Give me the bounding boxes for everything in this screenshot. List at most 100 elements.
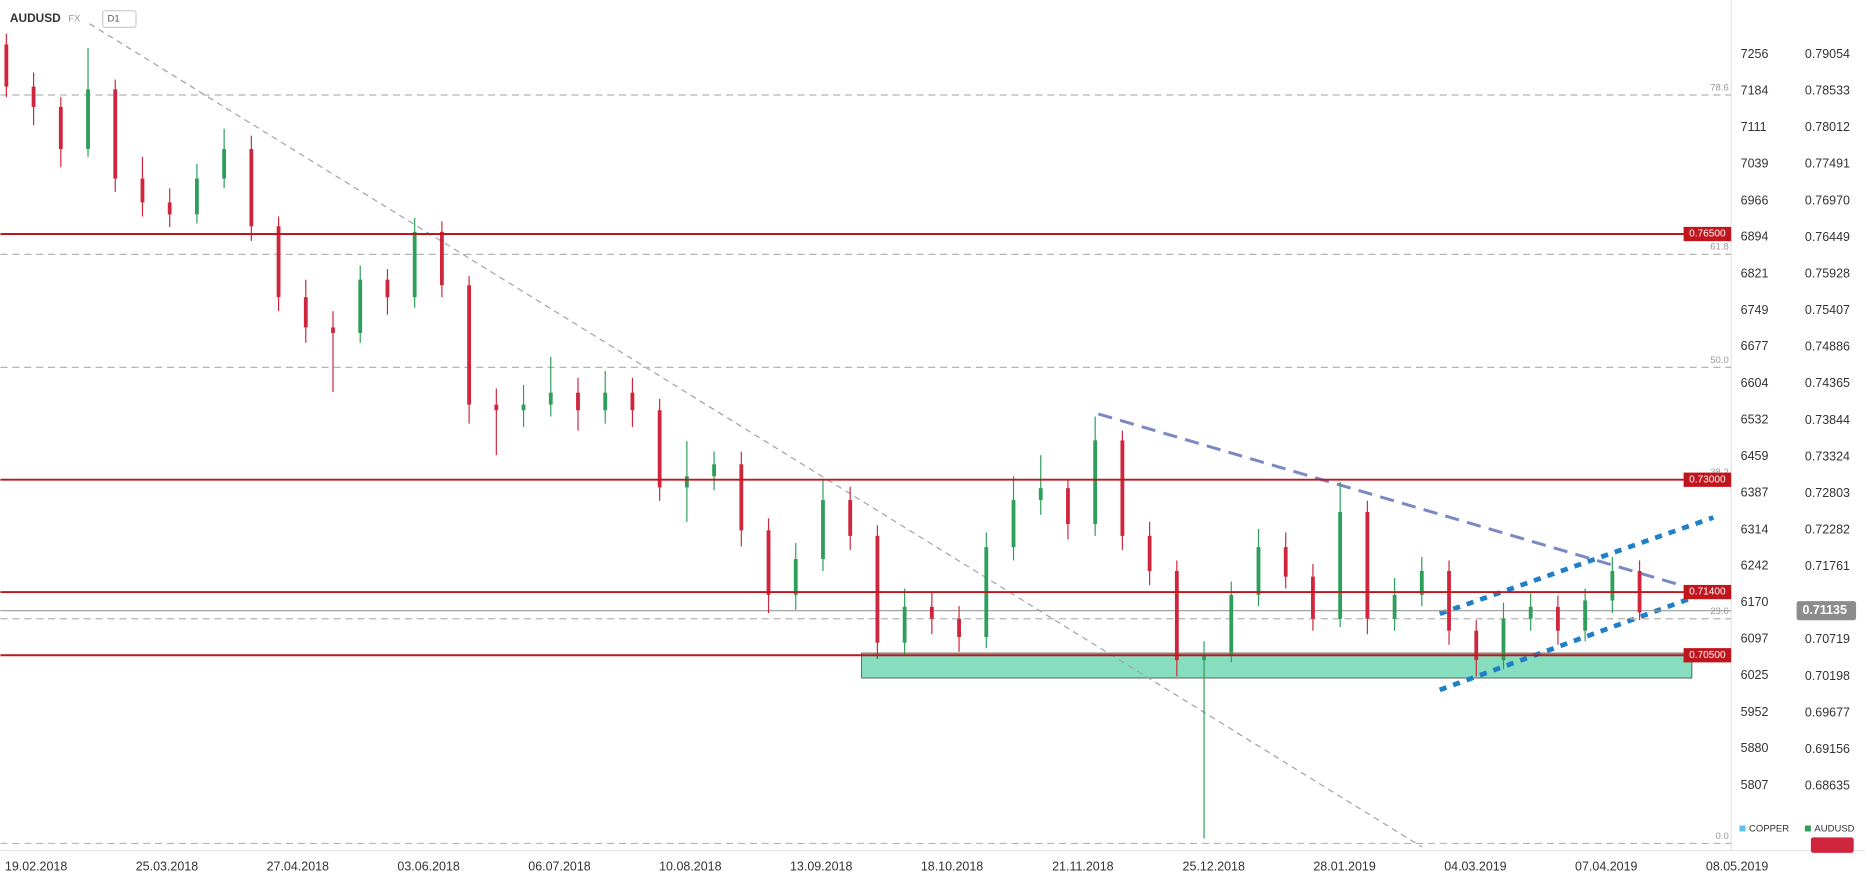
symbol[interactable]: AUDUSD [10, 11, 61, 25]
candle-body [1038, 488, 1043, 501]
candle-body [848, 500, 853, 536]
x-tick-label: 06.07.2018 [528, 859, 590, 873]
y2-tick-label: 6966 [1741, 193, 1769, 207]
y-tick-label: 0.70719 [1805, 632, 1850, 646]
interval-box[interactable] [102, 10, 137, 28]
level-box [1683, 648, 1732, 663]
fib-label: 78.6 [1710, 82, 1728, 93]
candle-body [875, 535, 880, 643]
candle-body [1528, 606, 1533, 619]
y2-tick-label: 6894 [1741, 230, 1769, 244]
candle-body [793, 559, 798, 595]
candle-body [1338, 512, 1343, 619]
legend-swatch [1804, 825, 1811, 832]
candle-body [684, 476, 689, 488]
current-price-label: 0.71135 [1803, 603, 1847, 617]
candle-body [167, 202, 172, 215]
candle-body [412, 231, 417, 298]
y-tick-label: 0.79054 [1805, 47, 1850, 61]
candle-body [1556, 606, 1560, 631]
candle-body [439, 231, 444, 286]
candle-body [821, 500, 825, 560]
candle-body [4, 44, 9, 87]
y2-tick-label: 6677 [1741, 339, 1769, 353]
x-tick-label: 27.04.2018 [267, 859, 329, 873]
candle-body [603, 392, 608, 411]
legend-label[interactable]: AUDUSD [1814, 824, 1854, 835]
x-tick-label: 19.02.2018 [5, 859, 67, 873]
y-tick-label: 0.68635 [1805, 778, 1850, 792]
candle-body [1419, 571, 1424, 595]
y2-tick-label: 7256 [1741, 47, 1769, 61]
candle-body [902, 606, 907, 643]
level-label: 0.76500 [1689, 229, 1726, 240]
y-tick-label: 0.72803 [1805, 486, 1850, 500]
candle-body [276, 226, 281, 298]
trend-line [89, 23, 1423, 848]
candle-body [195, 178, 199, 215]
market[interactable]: FX [68, 14, 81, 25]
candle-body [1147, 535, 1152, 572]
y-tick-label: 0.69677 [1805, 705, 1850, 719]
level-box [1683, 226, 1732, 242]
candle-body [1583, 600, 1588, 631]
candle-body [1610, 571, 1615, 601]
candle-body [222, 149, 227, 179]
candle-body [385, 279, 390, 298]
candle-body [1229, 594, 1234, 655]
y2-tick-label: 6749 [1741, 303, 1769, 317]
y2-tick-label: 7039 [1741, 157, 1769, 171]
candle-body [58, 106, 63, 150]
level-label: 0.71400 [1689, 587, 1726, 598]
candle-body [1011, 500, 1016, 548]
level-box [1683, 584, 1732, 600]
candle-body [657, 410, 662, 488]
y-tick-label: 0.77491 [1805, 157, 1850, 171]
y-tick-label: 0.78012 [1805, 120, 1850, 134]
trend-line [1097, 412, 1714, 597]
interval[interactable]: D1 [107, 14, 119, 25]
x-tick-label: 28.01.2019 [1313, 859, 1375, 873]
candle-body [1447, 571, 1451, 631]
candle-body [766, 530, 771, 595]
y-tick-label: 0.69156 [1805, 742, 1850, 756]
y2-tick-label: 5807 [1741, 778, 1769, 792]
y-tick-label: 0.74365 [1805, 376, 1850, 390]
candle-body [86, 89, 90, 150]
level-label: 0.70500 [1689, 650, 1726, 661]
candle-body [303, 297, 308, 328]
y-tick-label: 0.75928 [1805, 266, 1850, 280]
y-tick-label: 0.78533 [1805, 84, 1850, 98]
candle-body [1365, 512, 1370, 619]
candle-body [494, 404, 499, 411]
layer-back [89, 23, 1715, 848]
candle-body [358, 279, 363, 333]
candle-body [1283, 547, 1288, 577]
x-tick-label: 25.03.2018 [136, 859, 198, 873]
level-box [1683, 472, 1732, 487]
legend-label[interactable]: COPPER [1749, 824, 1789, 835]
x-tick-label: 21.11.2018 [1052, 859, 1114, 873]
overlay-controls[interactable] [1810, 837, 1854, 853]
candle-body [1501, 618, 1506, 661]
candle-body [1256, 547, 1261, 595]
y-tick-label: 0.74886 [1805, 340, 1850, 354]
candle-body [1174, 571, 1179, 661]
support-zone [861, 652, 1693, 679]
candle-body [249, 149, 254, 227]
candle-body [1474, 630, 1479, 661]
y-tick-label: 0.75407 [1805, 303, 1850, 317]
y2-tick-label: 6532 [1741, 412, 1769, 426]
candle-body [467, 285, 472, 405]
candle-body [140, 178, 145, 203]
candle-body [1066, 488, 1070, 524]
y2-tick-label: 6821 [1741, 266, 1769, 280]
y-tick-label: 0.76970 [1805, 193, 1850, 207]
candle-body [630, 392, 635, 411]
candle-body [957, 618, 961, 638]
y2-tick-label: 7111 [1741, 120, 1767, 134]
candle-body [739, 464, 744, 531]
candle-body [712, 464, 716, 477]
y2-tick-label: 6242 [1741, 559, 1769, 573]
